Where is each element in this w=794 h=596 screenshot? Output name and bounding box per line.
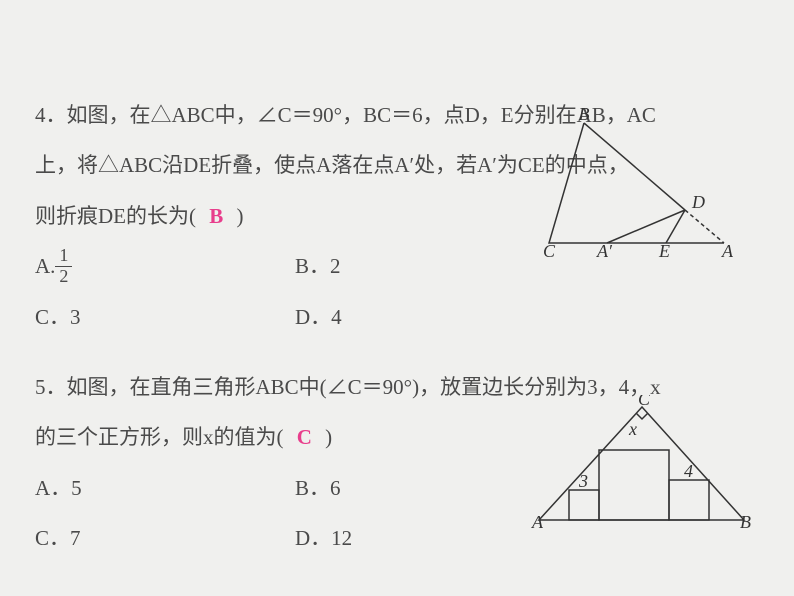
q4-options-row2: C．3 D．4: [35, 292, 759, 342]
q5-label-a: A: [531, 512, 544, 530]
q4-path-bd: [584, 123, 685, 210]
q4-option-d: D．4: [295, 292, 342, 342]
q4-option-c: C．3: [35, 292, 295, 342]
q4-figure: B C A D E A′: [529, 108, 739, 258]
q5-option-c: C．7: [35, 513, 295, 563]
q4-line3-prefix: 则折痕DE的长为(: [35, 204, 196, 228]
q4-line3-suffix: ): [237, 204, 244, 228]
q5-label-x: x: [628, 419, 637, 439]
q4-opt-a-fraction: 12: [55, 246, 72, 287]
q5-figure: A B C x 3 4: [524, 395, 754, 530]
q5-line2-suffix: ): [325, 425, 332, 449]
q4-answer: B: [201, 204, 231, 228]
q4-label-d: D: [691, 192, 705, 212]
q5-label-3: 3: [578, 471, 588, 491]
q5-option-a: A．5: [35, 463, 295, 513]
q4-label-e: E: [658, 241, 670, 258]
q4-path-apd: [607, 210, 685, 243]
q4-label-c: C: [543, 241, 556, 258]
q4-option-a: A.12: [35, 241, 295, 291]
q5-line2-prefix: 的三个正方形，则x的值为(: [35, 425, 284, 449]
q5-option-d: D．12: [295, 513, 352, 563]
q4-option-b: B．2: [295, 241, 555, 291]
q5-right-angle: [636, 413, 648, 419]
q4-path-bca: [549, 123, 724, 243]
q5-svg: A B C x 3 4: [524, 395, 754, 530]
q4-opt-a-den: 2: [55, 267, 72, 287]
q4-path-da-dash: [685, 210, 724, 243]
q4-opt-a-prefix: A.: [35, 254, 55, 278]
q4-svg: B C A D E A′: [529, 108, 739, 258]
q5-option-b: B．6: [295, 463, 555, 513]
q5-label-c: C: [638, 395, 651, 409]
q5-label-4: 4: [684, 461, 693, 481]
q4-label-aprime: A′: [596, 241, 613, 258]
q4-path-de: [666, 210, 685, 243]
q5-label-b: B: [740, 512, 751, 530]
q5-square-mid: [599, 450, 669, 520]
q4-opt-a-num: 1: [55, 246, 72, 267]
q4-label-a: A: [721, 241, 734, 258]
q5-square-left: [569, 490, 599, 520]
q5-square-right: [669, 480, 709, 520]
q5-answer: C: [289, 425, 320, 449]
q4-label-b: B: [579, 108, 590, 124]
